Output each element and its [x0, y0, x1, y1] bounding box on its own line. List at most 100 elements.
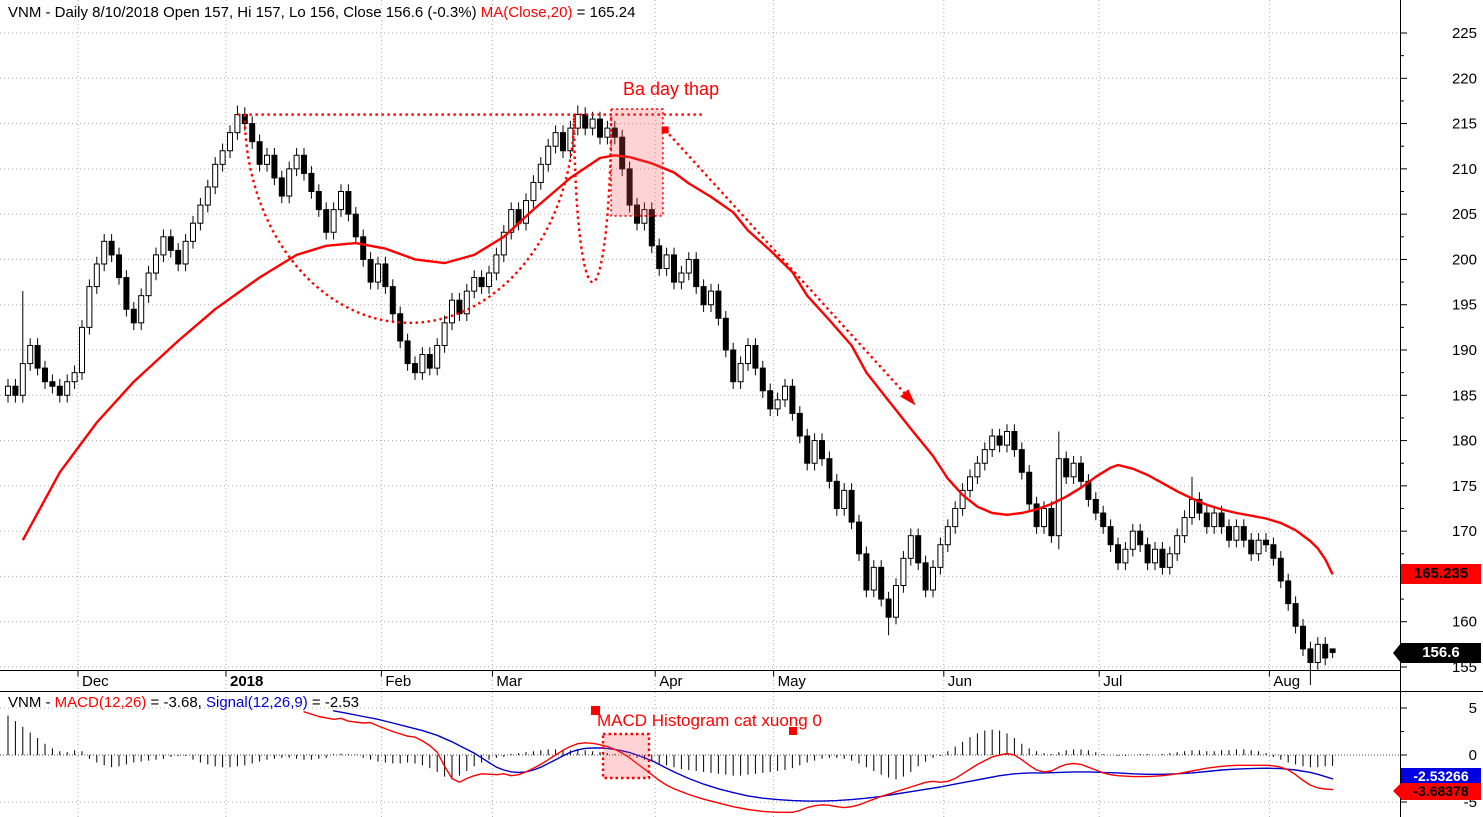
candle-body [338, 191, 344, 211]
candle-body [1107, 526, 1114, 546]
candle-body [1033, 503, 1040, 528]
candle-body [493, 254, 500, 274]
candle-body [86, 286, 93, 328]
candle-body [1174, 535, 1181, 555]
cup-pattern-arc [572, 114, 613, 284]
candle-body [722, 317, 729, 351]
candle-body [1329, 648, 1336, 654]
price-axis-label: 170 [1452, 523, 1477, 540]
candle-body [12, 385, 19, 396]
candle-body [989, 435, 996, 451]
candle-body [1255, 539, 1262, 555]
price-axis-label: 200 [1452, 251, 1477, 268]
candle-body [145, 272, 152, 297]
candle-body [1248, 539, 1255, 555]
candle-body [560, 132, 566, 152]
candle-body [153, 254, 159, 274]
candle-body [974, 462, 981, 478]
candle-body [412, 363, 418, 374]
candle-body [116, 254, 122, 279]
month-label: May [778, 673, 807, 690]
candle-body [1211, 512, 1218, 528]
candle-body [967, 476, 973, 491]
signal-line [332, 710, 1334, 802]
candle-body [375, 263, 381, 283]
signal-value-flag: -2.53266 [1401, 768, 1481, 786]
candle-body [278, 177, 285, 197]
candle-body [619, 136, 626, 170]
price-axis-label: 225 [1452, 25, 1477, 42]
candle-body [389, 286, 396, 315]
candle-body [352, 213, 359, 238]
candle-body [508, 209, 515, 233]
candle-body [175, 249, 182, 265]
candle-body [1115, 544, 1121, 564]
candle-body [833, 480, 840, 510]
candle-body [1277, 557, 1284, 582]
candle-body [685, 258, 692, 274]
title-ma-value: = 165.24 [572, 4, 636, 21]
flag-arrow-tip [1393, 642, 1401, 663]
candle-body [264, 154, 270, 165]
annotation-ba-day-thap[interactable]: Ba day thap [623, 79, 720, 99]
candle-body [611, 127, 618, 138]
candle-body [1240, 526, 1247, 541]
candle-body [249, 123, 256, 143]
candle-body [345, 191, 352, 215]
annotation-macd-histogram[interactable]: MACD Histogram cat xuong 0 [597, 711, 822, 730]
candle-body [79, 326, 85, 374]
candle-body [841, 489, 848, 510]
candle-body [182, 240, 189, 265]
candle-body [1263, 539, 1269, 546]
candle-body [1226, 526, 1232, 541]
candle-body [878, 566, 885, 600]
candle-body [456, 299, 463, 315]
price-axis-label: 210 [1452, 161, 1477, 178]
candle-body [301, 154, 307, 174]
candle-body [1070, 462, 1077, 478]
candle-body [471, 277, 478, 292]
candle-body [212, 163, 219, 188]
candle-body [1100, 512, 1107, 528]
candle-body [486, 272, 492, 288]
candle-body [604, 127, 611, 138]
macd-panel-title: VNM - MACD(12,26) = -3.68, Signal(12,26,… [8, 694, 359, 711]
candle-body [700, 286, 707, 306]
candle-body [915, 535, 922, 564]
macd-title-macd-value: = -3.68, [146, 694, 206, 711]
candle-body [1137, 530, 1144, 546]
macd-title-signal-label: Signal(12,26,9) [206, 694, 308, 711]
title-ohlc-text: VNM - Daily 8/10/2018 Open 157, Hi 157, … [8, 4, 481, 21]
candle-body [234, 114, 241, 134]
macd-line [303, 711, 1334, 813]
price-axis-label: 195 [1452, 297, 1477, 314]
candle-body [663, 254, 670, 269]
candle-body [930, 566, 936, 591]
candle-body [715, 290, 722, 319]
candle-body [759, 367, 766, 392]
price-axis-label: 220 [1452, 70, 1477, 87]
macd-value-flag: -3.68378 [1393, 783, 1481, 801]
candle-body [1004, 431, 1010, 446]
candle-body [108, 240, 115, 256]
candle-body [1092, 498, 1099, 514]
candle-body [419, 354, 426, 374]
candle-body [64, 381, 71, 396]
trend-dotted-line [664, 129, 914, 404]
annotation-handle [591, 706, 600, 715]
candle-body [160, 236, 167, 256]
candle-body [34, 344, 41, 369]
candle-body [56, 385, 63, 396]
candle-body [885, 598, 892, 618]
candle-body [552, 132, 559, 147]
candle-body [996, 435, 1003, 446]
candle-body [944, 526, 951, 546]
candle-body [582, 114, 589, 129]
price-axis-label: 175 [1452, 478, 1477, 495]
candle-body [1166, 553, 1173, 568]
price-axis-label: 205 [1452, 206, 1477, 223]
candle-body [382, 263, 389, 288]
candle-body [937, 544, 944, 568]
